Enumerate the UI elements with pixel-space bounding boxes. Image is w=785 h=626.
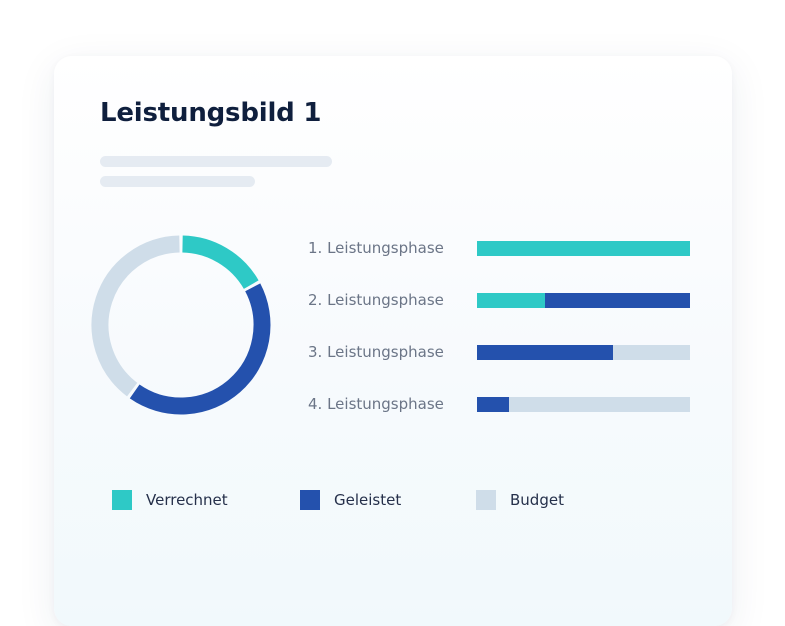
bar-segment-geleistet (477, 397, 509, 412)
phase-bar (477, 345, 690, 360)
legend-swatch-geleistet (300, 490, 320, 510)
legend-label: Geleistet (334, 491, 402, 509)
legend-item-budget: Budget (476, 490, 564, 510)
phase-row: 4. Leistungsphase (308, 392, 708, 444)
phase-label: 2. Leistungsphase (308, 291, 444, 309)
bar-segment-budget (613, 345, 690, 360)
bar-segment-budget (508, 397, 690, 412)
legend-swatch-budget (476, 490, 496, 510)
description-placeholder-line-2 (100, 176, 255, 187)
leistungsbild-card: Leistungsbild 1 1. Leistungsphase 2. Lei… (54, 56, 732, 626)
donut-segment-geleistet (129, 283, 271, 415)
phase-bar (477, 241, 690, 256)
legend-label: Budget (510, 491, 564, 509)
legend-item-geleistet: Geleistet (300, 490, 401, 510)
legend-swatch-verrechnet (112, 490, 132, 510)
phase-label: 3. Leistungsphase (308, 343, 444, 361)
legend-label: Verrechnet (146, 491, 228, 509)
bar-segment-verrechnet (477, 293, 546, 308)
phase-row: 2. Leistungsphase (308, 288, 708, 340)
card-title: Leistungsbild 1 (100, 98, 322, 128)
bar-segment-verrechnet (477, 241, 690, 256)
donut-segment-budget (91, 235, 180, 397)
legend-item-verrechnet: Verrechnet (112, 490, 228, 510)
donut-segment-verrechnet (182, 235, 259, 290)
phase-bar (477, 293, 690, 308)
phase-row: 1. Leistungsphase (308, 236, 708, 288)
bar-segment-geleistet (477, 345, 614, 360)
phase-label: 1. Leistungsphase (308, 239, 444, 257)
legend: Verrechnet Geleistet Budget (112, 490, 672, 514)
donut-chart (91, 235, 271, 415)
phase-label: 4. Leistungsphase (308, 395, 444, 413)
phase-bar-chart: 1. Leistungsphase 2. Leistungsphase 3. L… (308, 236, 708, 444)
phase-bar (477, 397, 690, 412)
bar-segment-geleistet (545, 293, 690, 308)
description-placeholder-line-1 (100, 156, 332, 167)
phase-row: 3. Leistungsphase (308, 340, 708, 392)
